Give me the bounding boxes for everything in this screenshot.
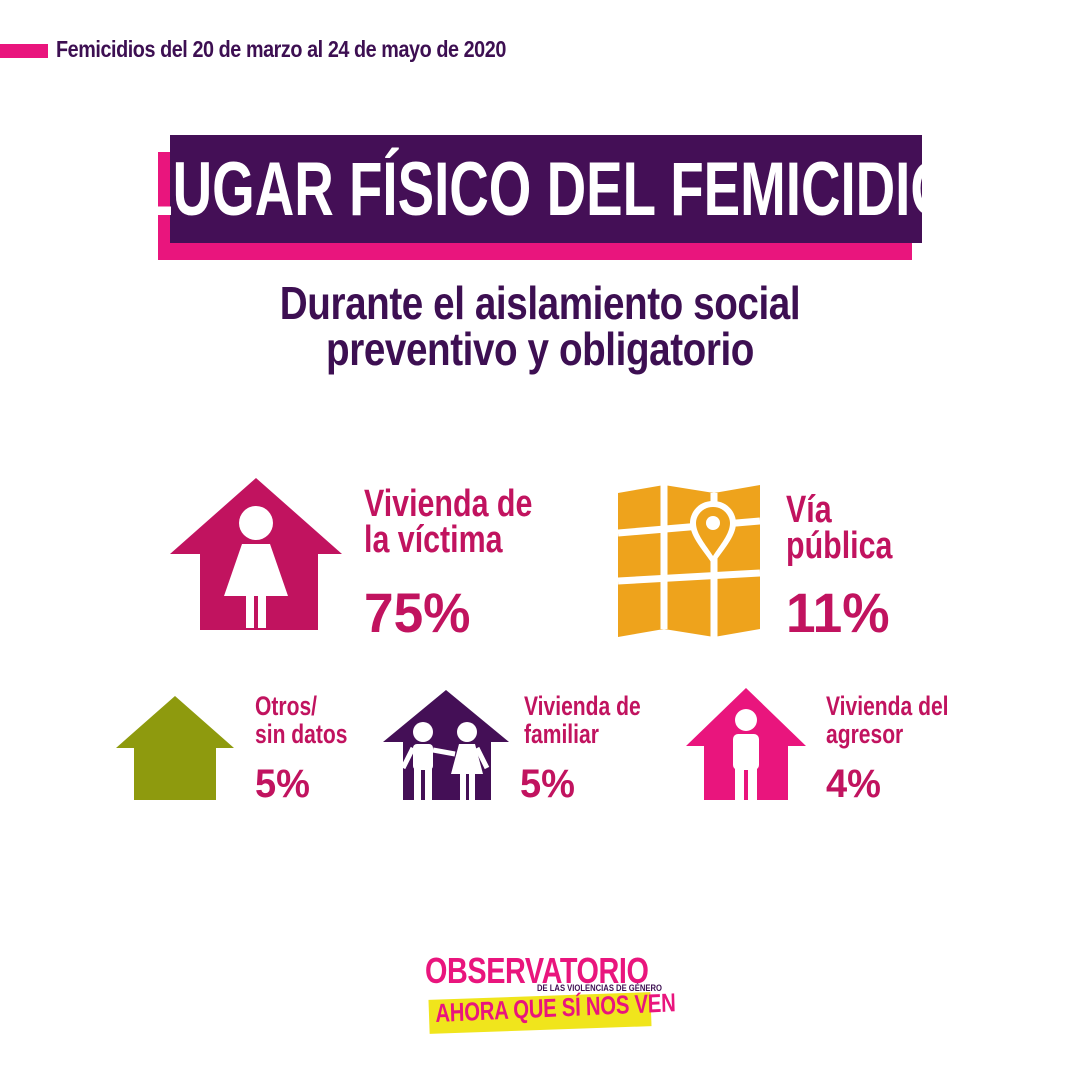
item-family-label: Vivienda de familiar xyxy=(524,692,641,748)
caption: Femicidios del 20 de marzo al 24 de mayo… xyxy=(56,36,506,62)
item-aggressor-label: Vivienda del agresor xyxy=(826,692,949,748)
item-aggressor-percent: 4% xyxy=(826,762,881,806)
subtitle-line-2: preventivo y obligatorio xyxy=(326,323,754,375)
house-family-icon xyxy=(383,690,509,800)
item-victim-label-line-2: la víctima xyxy=(364,519,503,561)
house-man-icon xyxy=(686,688,806,800)
item-street-label-line-2: pública xyxy=(786,525,893,567)
logo-subtitle: DE LAS VIOLENCIAS DE GÉNERO xyxy=(537,983,662,993)
item-street-label: Vía pública xyxy=(786,489,893,567)
house-woman-icon xyxy=(170,478,342,630)
map-pin-icon xyxy=(618,485,760,637)
item-other-label: Otros/ sin datos xyxy=(255,692,347,748)
observatorio-logo: OBSERVATORIO DE LAS VIOLENCIAS DE GÉNERO… xyxy=(425,950,676,1040)
subtitle-line-1: Durante el aislamiento social xyxy=(279,277,801,329)
item-family-label-line-1: Vivienda de xyxy=(524,691,641,721)
house-icon xyxy=(116,696,234,800)
item-victim-percent: 75% xyxy=(364,581,471,644)
item-other-label-line-1: Otros/ xyxy=(255,691,318,721)
item-other-percent: 5% xyxy=(255,762,310,806)
item-street-percent: 11% xyxy=(786,581,890,644)
title-box xyxy=(170,135,922,243)
page-title-text: LUGAR FÍSICO DEL FEMICIDIO xyxy=(139,146,953,232)
logo-title: OBSERVATORIO xyxy=(425,950,649,991)
item-family-label-line-2: familiar xyxy=(524,719,599,749)
item-victim-label-line-1: Vivienda de xyxy=(364,483,533,525)
item-aggressor-label-line-2: agresor xyxy=(826,719,904,749)
caption-accent-bar xyxy=(0,44,48,58)
item-victim-label: Vivienda de la víctima xyxy=(364,483,533,561)
item-street-label-line-1: Vía xyxy=(786,489,832,531)
subtitle: Durante el aislamiento social preventivo… xyxy=(140,280,940,372)
item-aggressor-label-line-1: Vivienda del xyxy=(826,691,949,721)
item-family-percent: 5% xyxy=(520,762,575,806)
item-other-label-line-2: sin datos xyxy=(255,719,348,749)
page-title: LUGAR FÍSICO DEL FEMICIDIO xyxy=(139,135,953,243)
